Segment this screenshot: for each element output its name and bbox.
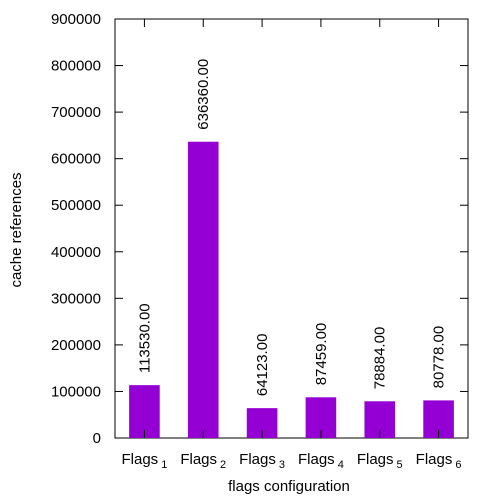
y-tick-label: 900000 [51,11,101,28]
y-tick-label: 300000 [51,290,101,307]
y-tick-label: 400000 [51,244,101,261]
x-tick-label: Flags 6 [416,451,462,471]
x-tick-label: Flags 1 [122,451,168,471]
x-tick-label: Flags 3 [239,451,285,471]
y-tick-label: 100000 [51,383,101,400]
y-tick-label: 200000 [51,337,101,354]
bar [187,141,219,438]
y-tick-label: 500000 [51,197,101,214]
y-tick-label: 600000 [51,151,101,168]
y-tick-label: 0 [93,430,101,447]
value-label: 80778.00 [431,326,448,389]
y-tick-label: 800000 [51,58,101,75]
plot-area: 0 100000 200000 300000 400000 500000 600000 700… [51,11,469,471]
y-tick-label: 700000 [51,104,101,121]
x-tick-label: Flags 2 [180,451,226,471]
value-label: 636360.00 [195,59,212,130]
x-tick-label: Flags 4 [298,451,344,471]
x-tick-label: Flags 5 [357,451,403,471]
value-label: 78884.00 [372,327,389,390]
x-axis-title: flags configuration [228,478,350,495]
value-label: 113530.00 [136,303,153,373]
value-label: 87459.00 [313,323,330,386]
y-axis-title: cache references [8,172,25,287]
bar [129,385,160,438]
value-label: 64123.00 [254,334,271,397]
plot-frame [114,18,469,439]
